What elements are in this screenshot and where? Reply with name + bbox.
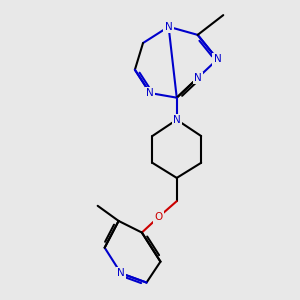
Text: N: N bbox=[146, 88, 154, 98]
Text: N: N bbox=[173, 115, 181, 125]
Text: N: N bbox=[194, 73, 202, 83]
Text: O: O bbox=[154, 212, 162, 222]
Text: N: N bbox=[117, 268, 125, 278]
Text: N: N bbox=[165, 22, 172, 32]
Text: N: N bbox=[214, 54, 221, 64]
